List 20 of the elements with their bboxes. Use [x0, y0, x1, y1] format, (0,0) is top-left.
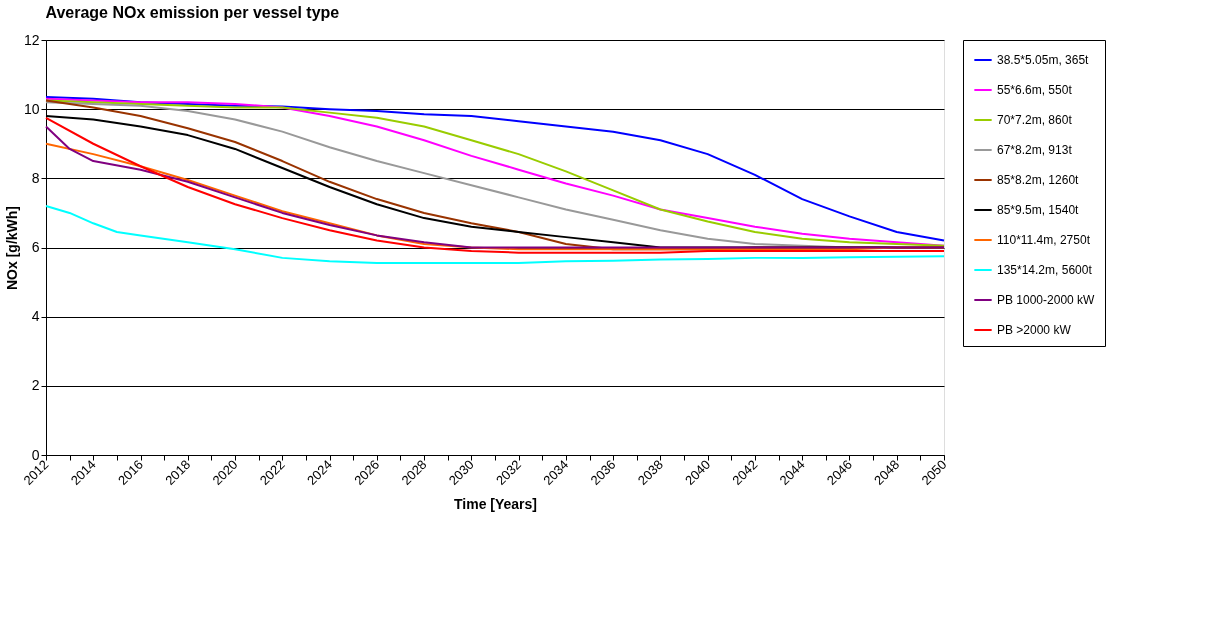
x-axis-title: Time [Years] — [453, 495, 538, 512]
legend-label: 67*8.2m, 913t — [997, 143, 1073, 157]
legend-label: 55*6.6m, 550t — [997, 83, 1073, 97]
y-tick-label: 12 — [23, 31, 40, 48]
y-axis-title: NOx [g/kWh] — [3, 206, 20, 290]
legend-label: 85*8.2m, 1260t — [997, 173, 1080, 187]
legend-label: PB >2000 kW — [997, 323, 1072, 337]
y-tick-label: 10 — [23, 100, 40, 117]
chart-title: Average NOx emission per vessel type — [45, 4, 340, 21]
legend-label: 110*11.4m, 2750t — [997, 233, 1091, 247]
y-tick-label: 0 — [31, 446, 40, 463]
legend-label: PB 1000-2000 kW — [997, 293, 1096, 307]
legend-label: 135*14.2m, 5600t — [997, 263, 1093, 277]
legend-label: 38.5*5.05m, 365t — [997, 53, 1090, 67]
y-tick-label: 4 — [31, 308, 40, 325]
y-tick-label: 6 — [31, 239, 40, 255]
legend-label: 70*7.2m, 860t — [997, 113, 1073, 127]
y-tick-label: 8 — [31, 169, 40, 186]
legend-label: 85*9.5m, 1540t — [997, 203, 1080, 217]
y-tick-label: 2 — [31, 377, 40, 394]
